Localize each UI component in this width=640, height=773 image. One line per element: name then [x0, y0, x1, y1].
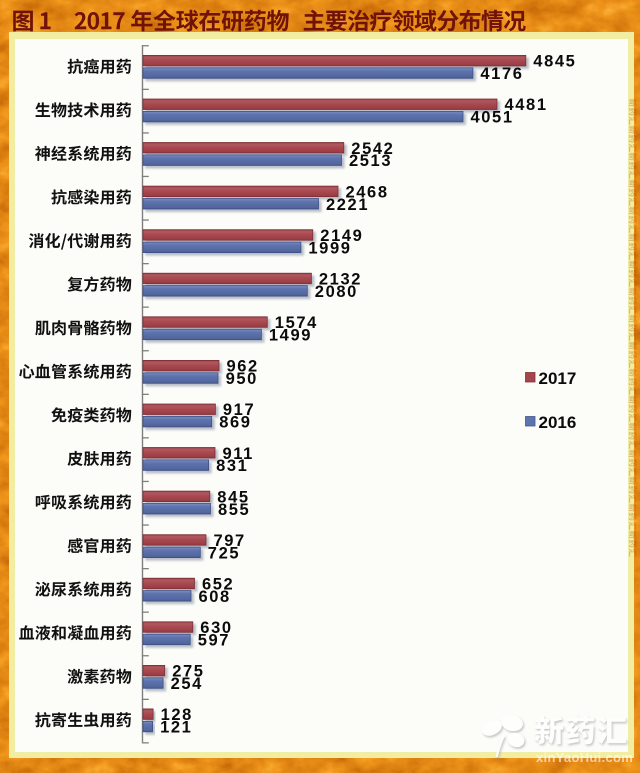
svg-text:4051: 4051 [471, 109, 514, 127]
svg-text:2080: 2080 [315, 283, 358, 301]
svg-text:2149: 2149 [320, 227, 363, 245]
svg-text:4845: 4845 [533, 53, 576, 71]
svg-text:608: 608 [199, 588, 231, 606]
svg-text:845: 845 [217, 488, 249, 506]
svg-text:128: 128 [161, 706, 193, 724]
svg-text:652: 652 [202, 576, 234, 594]
svg-text:1999: 1999 [308, 239, 351, 257]
svg-text:4176: 4176 [480, 65, 523, 83]
svg-text:254: 254 [171, 675, 203, 693]
svg-text:2016: 2016 [539, 413, 577, 432]
svg-text:275: 275 [172, 663, 204, 681]
svg-text:869: 869 [219, 414, 251, 432]
svg-text:855: 855 [218, 501, 250, 519]
svg-text:725: 725 [208, 544, 240, 562]
svg-text:2513: 2513 [349, 152, 392, 170]
svg-text:797: 797 [214, 532, 246, 550]
svg-text:2132: 2132 [319, 271, 362, 289]
svg-text:xinYaoHui.com: xinYaoHui.com [536, 750, 633, 765]
svg-text:630: 630 [200, 619, 232, 637]
svg-text:2221: 2221 [326, 196, 369, 214]
svg-text:950: 950 [226, 370, 258, 388]
svg-text:1499: 1499 [269, 327, 312, 345]
svg-text:2542: 2542 [351, 140, 394, 158]
svg-text:121: 121 [160, 719, 192, 737]
svg-text:917: 917 [223, 401, 255, 419]
svg-text:911: 911 [223, 445, 254, 463]
svg-text:597: 597 [198, 632, 230, 650]
svg-text:2468: 2468 [346, 183, 389, 201]
svg-text:4481: 4481 [505, 96, 548, 114]
svg-text:1574: 1574 [275, 314, 318, 332]
svg-text:962: 962 [227, 358, 259, 376]
svg-text:831: 831 [216, 457, 248, 475]
svg-text:2017: 2017 [539, 369, 577, 388]
